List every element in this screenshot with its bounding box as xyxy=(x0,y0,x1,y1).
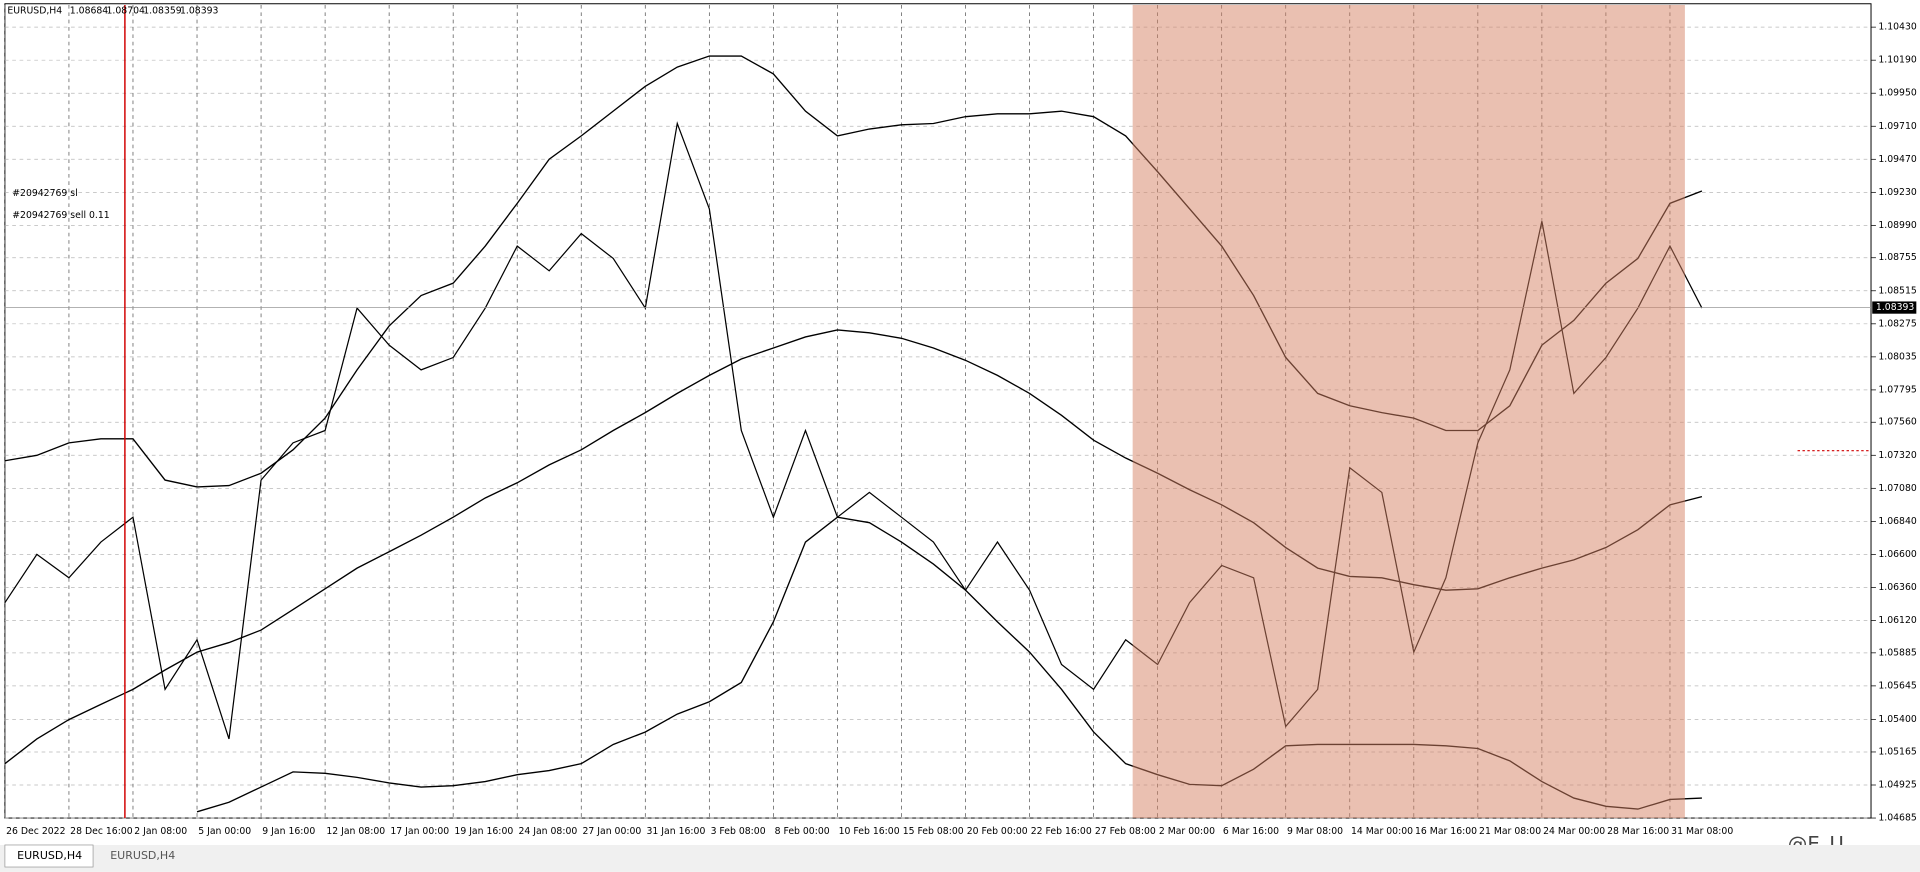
y-tick-label: 1.09230 xyxy=(1878,187,1917,198)
y-tick-label: 1.09470 xyxy=(1878,154,1917,165)
x-tick-label: 6 Mar 16:00 xyxy=(1223,826,1279,837)
y-tick-label: 1.05645 xyxy=(1878,680,1917,691)
y-tick-label: 1.05885 xyxy=(1878,647,1917,658)
y-tick-label: 1.08515 xyxy=(1878,285,1917,296)
y-tick-label: 1.10190 xyxy=(1878,55,1917,66)
y-tick-label: 1.09710 xyxy=(1878,121,1917,132)
y-tick-label: 1.08755 xyxy=(1878,252,1917,263)
current-price-box xyxy=(1872,301,1917,314)
tab-bar xyxy=(0,844,1920,872)
x-tick-label: 20 Feb 00:00 xyxy=(967,826,1028,837)
x-tick-label: 15 Feb 08:00 xyxy=(903,826,964,837)
grid xyxy=(4,4,1872,819)
y-tick-label: 1.10430 xyxy=(1878,22,1917,33)
x-tick-label: 9 Mar 08:00 xyxy=(1287,826,1343,837)
x-tick-label: 14 Mar 00:00 xyxy=(1351,826,1413,837)
y-tick-label: 1.08990 xyxy=(1878,220,1917,231)
order-annotation: #20942769 sell 0.11 xyxy=(12,210,110,221)
y-tick-label: 1.08275 xyxy=(1878,318,1917,329)
y-tick-label: 1.06840 xyxy=(1878,516,1917,527)
x-tick-label: 2 Mar 00:00 xyxy=(1159,826,1215,837)
x-tick-label: 24 Mar 00:00 xyxy=(1543,826,1605,837)
y-tick-label: 1.05165 xyxy=(1878,746,1917,757)
x-tick-label: 26 Dec 2022 xyxy=(6,826,65,837)
tab-active[interactable] xyxy=(4,844,94,868)
x-tick-label: 17 Jan 00:00 xyxy=(390,826,449,837)
y-tick-label: 1.07795 xyxy=(1878,384,1917,395)
x-tick-label: 5 Jan 00:00 xyxy=(198,826,251,837)
x-tick-label: 2 Jan 08:00 xyxy=(134,826,187,837)
x-tick-label: 27 Feb 08:00 xyxy=(1095,826,1156,837)
y-tick-label: 1.09950 xyxy=(1878,88,1917,99)
y-tick-label: 1.07320 xyxy=(1878,450,1917,461)
x-tick-label: 28 Dec 16:00 xyxy=(70,826,133,837)
x-tick-label: 12 Jan 08:00 xyxy=(326,826,385,837)
y-tick-label: 1.05400 xyxy=(1878,714,1917,725)
x-tick-label: 27 Jan 00:00 xyxy=(582,826,641,837)
ohlc-high: 1.08704 xyxy=(107,6,146,17)
x-tick-label: 16 Mar 16:00 xyxy=(1415,826,1477,837)
ohlc-open: 1.08684 xyxy=(70,6,109,17)
symbol: EURUSD,H4 xyxy=(7,6,62,17)
y-tick-label: 1.04925 xyxy=(1878,780,1917,791)
ohlc-close: 1.08393 xyxy=(180,6,219,17)
y-tick-label: 1.04685 xyxy=(1878,813,1917,824)
x-tick-label: 8 Feb 00:00 xyxy=(775,826,830,837)
current-price-label: 1.08393 xyxy=(1876,302,1915,313)
x-tick-label: 9 Jan 16:00 xyxy=(262,826,315,837)
tab-label[interactable]: EURUSD,H4 xyxy=(17,849,82,862)
x-tick-label: 28 Mar 16:00 xyxy=(1607,826,1669,837)
y-tick-label: 1.06360 xyxy=(1878,582,1917,593)
x-tick-label: 22 Feb 16:00 xyxy=(1031,826,1092,837)
x-tick-label: 31 Mar 08:00 xyxy=(1671,826,1733,837)
y-tick-label: 1.06120 xyxy=(1878,615,1917,626)
x-tick-label: 19 Jan 16:00 xyxy=(454,826,513,837)
y-tick-label: 1.08035 xyxy=(1878,351,1917,362)
tab-label[interactable]: EURUSD,H4 xyxy=(110,849,175,862)
x-tick-label: 21 Mar 08:00 xyxy=(1479,826,1541,837)
y-tick-label: 1.06600 xyxy=(1878,549,1917,560)
x-tick-label: 31 Jan 16:00 xyxy=(647,826,706,837)
highlight-region xyxy=(1132,4,1685,819)
axis-labels: 1.10430 1.10190 1.09950 1.09710 1.09470 1.092… xyxy=(6,22,1917,837)
order-annotation: #20942769 sl xyxy=(12,188,78,199)
ohlc-low: 1.08359 xyxy=(143,6,182,17)
x-tick-label: 24 Jan 08:00 xyxy=(518,826,577,837)
y-tick-label: 1.07560 xyxy=(1878,417,1917,428)
x-tick-label: 10 Feb 16:00 xyxy=(839,826,900,837)
y-tick-label: 1.07080 xyxy=(1878,483,1917,494)
x-tick-label: 3 Feb 08:00 xyxy=(711,826,766,837)
